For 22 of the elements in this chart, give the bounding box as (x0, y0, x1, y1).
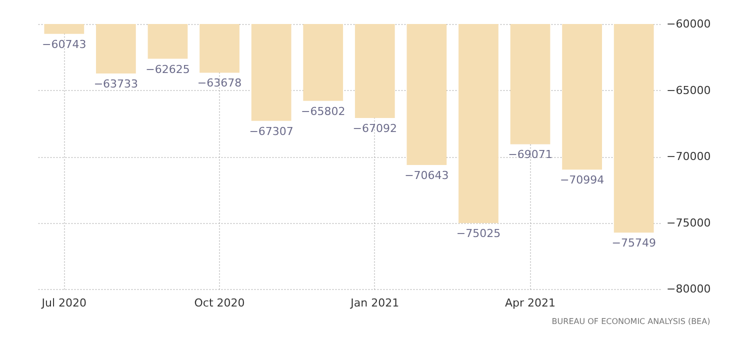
data-label: −70643 (404, 169, 449, 182)
data-label: −63678 (197, 76, 242, 90)
data-label: −60743 (42, 38, 86, 51)
y-tick-label: −80000 (666, 282, 711, 296)
data-label: −75025 (456, 227, 501, 240)
x-tick-label: Jan 2021 (350, 296, 400, 310)
x-tick-label: Jul 2020 (40, 296, 87, 310)
data-label: −75749 (612, 236, 656, 250)
y-tick-label: −60000 (666, 18, 711, 30)
data-label: −67307 (249, 124, 294, 138)
data-label: −65802 (300, 104, 346, 118)
data-label: −69071 (508, 148, 552, 162)
data-label: −62625 (146, 62, 190, 76)
x-tick-label: Apr 2021 (505, 296, 556, 310)
data-label: −70994 (560, 174, 604, 187)
x-tick-label: Oct 2020 (194, 296, 245, 310)
data-label: −63733 (94, 77, 138, 90)
data-label: −67092 (352, 122, 398, 135)
y-tick-label: −65000 (666, 84, 711, 97)
y-tick-label: −70000 (666, 150, 711, 163)
text: BUREAU OF ECONOMIC ANALYSIS (BEA) (552, 317, 710, 326)
y-tick-label: −75000 (666, 216, 711, 230)
